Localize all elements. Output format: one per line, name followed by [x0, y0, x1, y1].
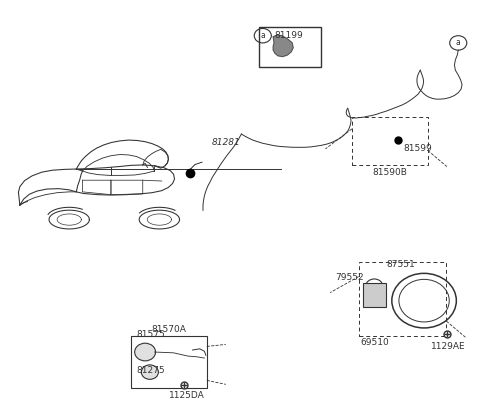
Polygon shape [273, 35, 293, 57]
Circle shape [135, 343, 156, 361]
Bar [131, 336, 207, 388]
Circle shape [141, 365, 158, 379]
Text: 79552: 79552 [335, 273, 363, 282]
Text: 81575: 81575 [137, 330, 165, 339]
Text: 81199: 81199 [275, 31, 303, 40]
Text: 1129AE: 1129AE [432, 342, 466, 351]
Bar [352, 117, 428, 165]
Text: 81275: 81275 [137, 366, 165, 375]
Text: 81599: 81599 [403, 144, 432, 153]
Text: a: a [260, 31, 265, 40]
Text: a: a [456, 38, 461, 48]
Bar [359, 262, 446, 336]
Text: 81281: 81281 [211, 138, 240, 147]
Text: 81570A: 81570A [151, 325, 186, 334]
Text: 81590B: 81590B [372, 168, 408, 177]
Text: 69510: 69510 [360, 338, 389, 347]
Bar [259, 27, 321, 67]
Bar [363, 283, 386, 307]
Text: 1125DA: 1125DA [169, 391, 205, 400]
Text: 87551: 87551 [386, 260, 415, 269]
